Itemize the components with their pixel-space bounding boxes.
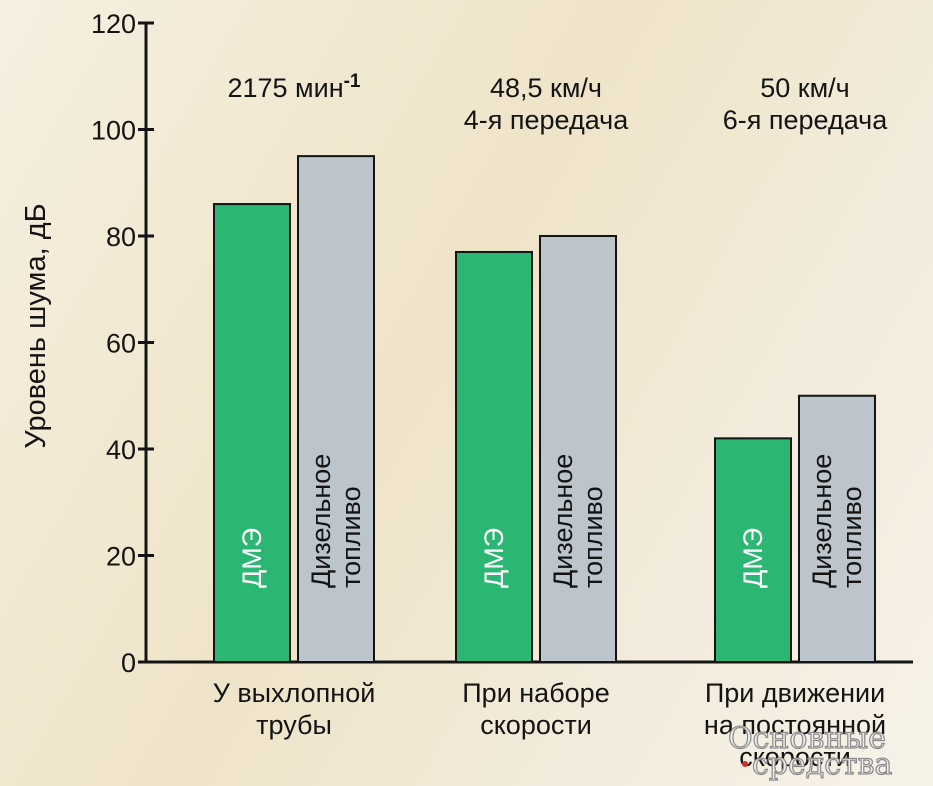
watermark-line: Основные bbox=[728, 721, 886, 756]
bar-label-dme: ДМЭ bbox=[479, 528, 509, 588]
x-category-label: скорости bbox=[480, 710, 592, 740]
condition-label: 48,5 км/ч bbox=[490, 73, 602, 103]
condition-label: 50 км/ч bbox=[760, 73, 849, 103]
x-category-label: трубы bbox=[256, 710, 332, 740]
bar-label-dme: ДМЭ bbox=[237, 528, 267, 588]
x-category-label: У выхлопной bbox=[213, 678, 376, 708]
labels-layer: ДМЭ ДМЭ ДМЭ Дизельноетопливо Дизельноетоплив… bbox=[213, 71, 889, 772]
bars-layer bbox=[213, 155, 876, 664]
bar-diesel bbox=[297, 155, 375, 663]
bar-dme bbox=[455, 250, 533, 663]
y-tick-label: 80 bbox=[106, 222, 136, 252]
x-category-label: на постоянной bbox=[704, 710, 886, 740]
y-tick-label: 40 bbox=[106, 435, 136, 465]
y-tick-label: 120 bbox=[91, 9, 136, 39]
y-tick-label: 60 bbox=[106, 329, 136, 359]
condition-label: 2175 мин-1 bbox=[227, 71, 360, 103]
x-category-label: При наборе bbox=[462, 678, 609, 708]
condition-label: 6-я передача bbox=[723, 105, 888, 135]
x-category-label: скорости bbox=[739, 742, 851, 772]
bar-diesel bbox=[798, 394, 876, 663]
y-tick-label: 100 bbox=[91, 116, 136, 146]
watermark-line: средства bbox=[752, 747, 893, 782]
watermark-dot bbox=[742, 761, 748, 767]
bar-label-diesel: Дизельноетопливо bbox=[306, 454, 366, 588]
bar-label-dme: ДМЭ bbox=[738, 528, 768, 588]
y-tick-label: 20 bbox=[106, 542, 136, 572]
bar-dme bbox=[213, 203, 291, 664]
bar-diesel bbox=[539, 235, 617, 663]
bar-label-diesel: Дизельноетопливо bbox=[548, 454, 608, 588]
y-axis-label: Уровень шума, дБ bbox=[20, 203, 52, 448]
x-category-label: При движении bbox=[705, 678, 885, 708]
condition-label: 4-я передача bbox=[464, 105, 629, 135]
bar-dme bbox=[714, 437, 792, 663]
bar-label-diesel: Дизельноетопливо bbox=[807, 454, 867, 588]
y-tick-label: 0 bbox=[121, 648, 136, 678]
